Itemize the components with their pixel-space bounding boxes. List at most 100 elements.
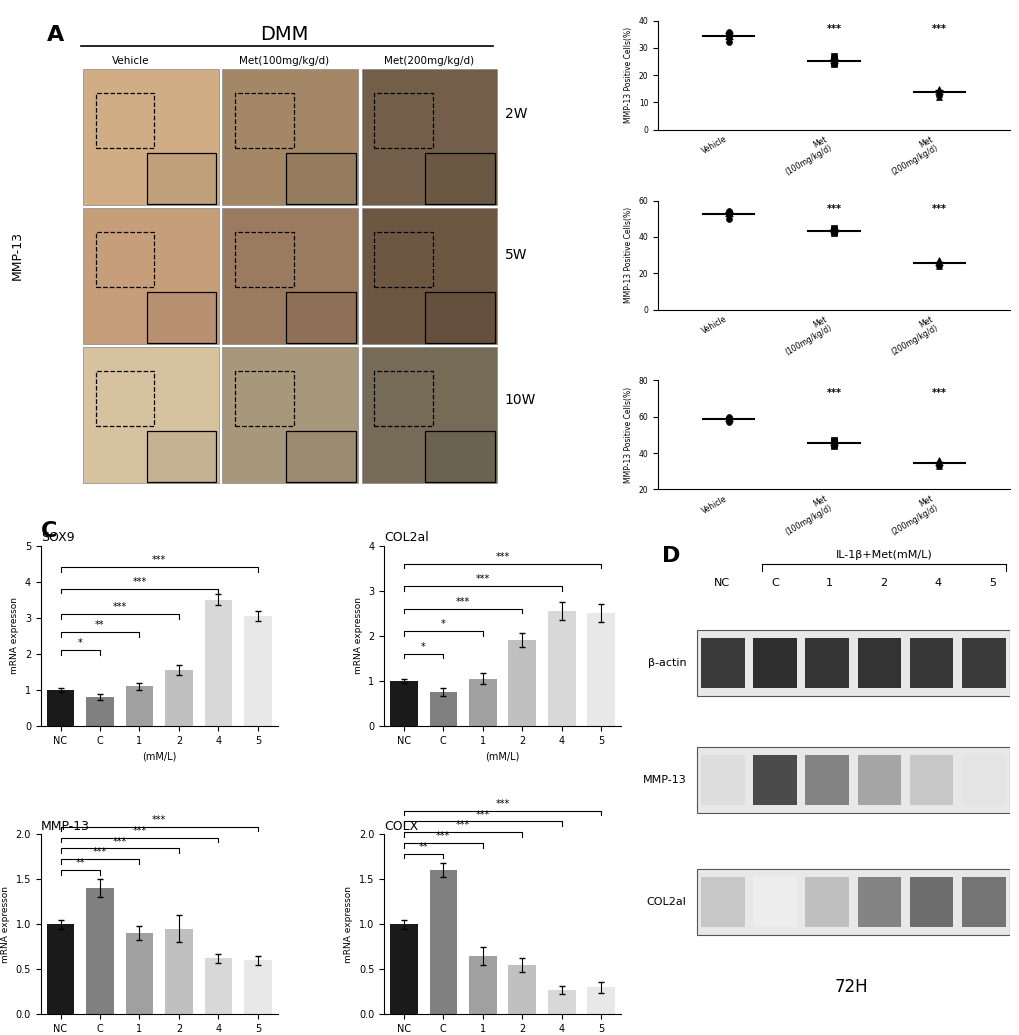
- Bar: [587, 987, 614, 1014]
- Point: [719, 205, 736, 221]
- Point: [825, 432, 842, 448]
- Text: 10W: 10W: [504, 393, 536, 408]
- Point: [930, 89, 947, 106]
- Bar: [696, 630, 1009, 696]
- Point: [930, 82, 947, 98]
- Text: D: D: [661, 545, 680, 565]
- Text: Met(200mg/kg/d): Met(200mg/kg/d): [384, 56, 474, 66]
- Point: [825, 51, 842, 67]
- X-axis label: (mM/L): (mM/L): [485, 751, 520, 761]
- Point: [825, 48, 842, 64]
- Point: [719, 412, 736, 428]
- Bar: [961, 638, 1005, 687]
- Point: [719, 414, 736, 431]
- Bar: [909, 877, 953, 926]
- Bar: [425, 292, 494, 344]
- Bar: [165, 928, 193, 1014]
- Bar: [700, 755, 744, 805]
- Text: ***: ***: [931, 24, 946, 34]
- Point: [825, 52, 842, 68]
- Bar: [805, 638, 849, 687]
- Y-axis label: MMP-13 Positive Cells(%): MMP-13 Positive Cells(%): [624, 387, 633, 483]
- Bar: [507, 641, 536, 726]
- Text: Met(100mg/kg/d): Met(100mg/kg/d): [239, 56, 329, 66]
- Bar: [696, 747, 1009, 812]
- Text: ***: ***: [436, 831, 450, 841]
- Point: [930, 454, 947, 471]
- Bar: [362, 69, 497, 205]
- Bar: [84, 347, 219, 483]
- Bar: [235, 232, 293, 288]
- Text: 5: 5: [987, 579, 995, 589]
- Y-axis label: MMP-13 Positive Cells(%): MMP-13 Positive Cells(%): [624, 207, 633, 303]
- Text: *: *: [77, 639, 83, 648]
- Text: 4: 4: [933, 579, 941, 589]
- Text: DMM: DMM: [260, 26, 309, 45]
- Bar: [86, 888, 114, 1014]
- Bar: [96, 371, 154, 426]
- Text: NC: NC: [712, 579, 729, 589]
- Bar: [805, 877, 849, 926]
- Bar: [469, 955, 496, 1014]
- Point: [930, 454, 947, 471]
- Bar: [47, 690, 74, 726]
- Point: [825, 436, 842, 452]
- Point: [719, 25, 736, 41]
- Text: ***: ***: [455, 821, 470, 830]
- Point: [719, 29, 736, 46]
- Point: [719, 204, 736, 220]
- Point: [930, 452, 947, 469]
- Y-axis label: MMP-13 Positive Cells(%): MMP-13 Positive Cells(%): [624, 27, 633, 123]
- Bar: [285, 292, 356, 344]
- Point: [930, 453, 947, 470]
- Bar: [47, 924, 74, 1014]
- Bar: [909, 755, 953, 805]
- Text: C: C: [771, 579, 779, 589]
- Text: β-actin: β-actin: [647, 658, 686, 668]
- Point: [930, 86, 947, 102]
- Text: A: A: [47, 26, 64, 46]
- Text: ***: ***: [495, 799, 510, 808]
- Text: **: **: [95, 620, 105, 630]
- Bar: [961, 755, 1005, 805]
- Bar: [425, 431, 494, 482]
- Y-axis label: mRNA expresson: mRNA expresson: [1, 886, 10, 963]
- Point: [719, 411, 736, 427]
- Point: [825, 434, 842, 450]
- Bar: [125, 934, 153, 1014]
- Text: MMP-13: MMP-13: [642, 775, 686, 785]
- X-axis label: (mM/L): (mM/L): [142, 751, 176, 761]
- Bar: [362, 347, 497, 483]
- Text: ***: ***: [475, 809, 489, 820]
- Bar: [547, 611, 575, 726]
- Y-axis label: mRNA expresson: mRNA expresson: [344, 886, 354, 963]
- Point: [825, 223, 842, 239]
- Text: ***: ***: [825, 24, 841, 34]
- Point: [719, 210, 736, 227]
- Bar: [147, 153, 216, 204]
- Y-axis label: mRNA expresson: mRNA expresson: [354, 597, 363, 674]
- Text: C: C: [41, 521, 57, 540]
- Bar: [700, 638, 744, 687]
- Bar: [696, 869, 1009, 935]
- Point: [825, 225, 842, 241]
- Point: [930, 256, 947, 272]
- Point: [930, 83, 947, 99]
- Point: [825, 433, 842, 449]
- Point: [930, 85, 947, 101]
- Bar: [222, 208, 358, 345]
- Point: [719, 26, 736, 42]
- Point: [719, 27, 736, 43]
- Y-axis label: mRNA expresson: mRNA expresson: [10, 597, 19, 674]
- Point: [825, 53, 842, 69]
- Bar: [96, 232, 154, 288]
- Point: [930, 455, 947, 472]
- Point: [930, 254, 947, 270]
- Bar: [857, 755, 901, 805]
- Bar: [425, 153, 494, 204]
- Bar: [96, 92, 154, 148]
- Text: ***: ***: [132, 826, 147, 836]
- Text: MMP-13: MMP-13: [41, 820, 90, 833]
- Bar: [244, 616, 271, 726]
- Text: ***: ***: [931, 388, 946, 397]
